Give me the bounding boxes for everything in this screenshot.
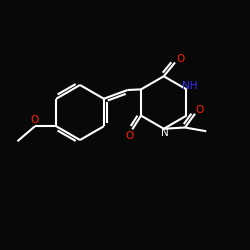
Text: O: O (126, 132, 134, 141)
Text: O: O (196, 105, 203, 115)
Text: O: O (31, 115, 39, 125)
Text: N: N (161, 128, 169, 138)
Text: O: O (176, 54, 184, 64)
Text: NH: NH (182, 80, 198, 90)
